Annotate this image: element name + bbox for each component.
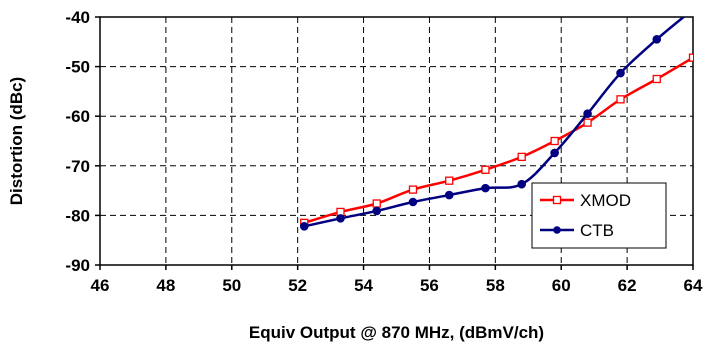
- legend-ctb-marker: [553, 226, 561, 234]
- x-tick-label: 54: [354, 276, 373, 295]
- legend-xmod-label: XMOD: [580, 191, 631, 210]
- ctb-point: [337, 215, 345, 223]
- x-tick-label: 58: [486, 276, 505, 295]
- ctb-point: [653, 36, 661, 44]
- ctb-point: [373, 207, 381, 215]
- xmod-point: [518, 153, 525, 160]
- ctb-point: [551, 149, 559, 157]
- ctb-point: [445, 191, 453, 199]
- y-tick-label: -40: [65, 8, 90, 27]
- x-tick-label: 60: [552, 276, 571, 295]
- xmod-point: [446, 177, 453, 184]
- y-tick-label: -90: [65, 256, 90, 275]
- xmod-point: [690, 54, 697, 61]
- y-tick-label: -80: [65, 206, 90, 225]
- y-tick-label: -70: [65, 157, 90, 176]
- ctb-point: [617, 69, 625, 77]
- xmod-point: [584, 119, 591, 126]
- xmod-point: [373, 200, 380, 207]
- legend-ctb-label: CTB: [580, 221, 614, 240]
- x-tick-label: 52: [288, 276, 307, 295]
- x-tick-label: 64: [684, 276, 703, 295]
- ctb-point: [584, 110, 592, 118]
- y-tick-label: -50: [65, 58, 90, 77]
- xmod-point: [653, 76, 660, 83]
- xmod-point: [482, 166, 489, 173]
- ctb-point: [518, 180, 526, 188]
- xmod-point: [409, 186, 416, 193]
- x-tick-label: 48: [156, 276, 175, 295]
- x-tick-label: 46: [91, 276, 110, 295]
- y-axis-title: Distortion (dBc): [7, 77, 26, 205]
- legend-xmod-marker: [554, 197, 561, 204]
- x-tick-label: 62: [618, 276, 637, 295]
- x-tick-label: 50: [222, 276, 241, 295]
- y-tick-label: -60: [65, 107, 90, 126]
- xmod-point: [551, 138, 558, 145]
- x-axis-title: Equiv Output @ 870 MHz, (dBmV/ch): [249, 323, 544, 342]
- ctb-point: [686, 8, 694, 16]
- xmod-point: [617, 96, 624, 103]
- ctb-point: [482, 184, 490, 192]
- x-tick-label: 56: [420, 276, 439, 295]
- ctb-point: [300, 223, 308, 231]
- ctb-point: [409, 198, 417, 206]
